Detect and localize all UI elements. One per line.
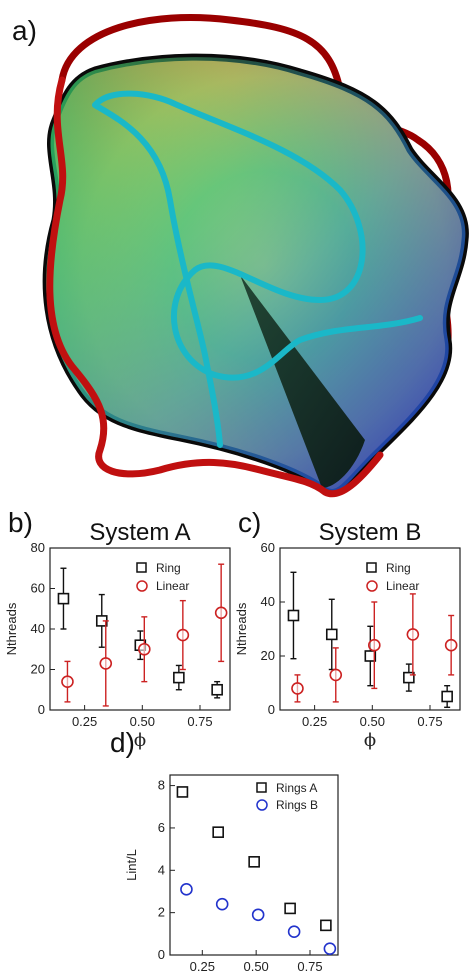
chart-c: System B 0 20 40 60 0.25 0.50 0.75 Nthreads ϕ Ring… [234,519,461,751]
legend-marker-d [256,799,268,811]
data-point-b-ring [211,683,223,696]
panel-d-label: d) [110,727,135,758]
legend-label-d: Rings A [276,781,317,795]
data-point-d-rings-a [248,856,260,868]
x-tick-label-c: 0.25 [302,714,327,729]
cyan-ring [92,90,423,448]
surface-blue-shade [46,57,466,493]
chart-title-b: System A [89,519,190,546]
data-point-b-linear [99,657,113,670]
x-axis-label-c: ϕ [364,730,376,751]
x-tick-label-b: 0.75 [187,714,212,729]
y-tick-label-b: 20 [31,662,45,677]
y-tick-label-d: 6 [158,820,165,835]
data-point-b-ring [173,671,185,684]
plot-frame-c [279,547,461,711]
y-tick-label-d: 2 [158,905,165,920]
y-axis-label-c: Nthreads [234,602,249,655]
panel-a: a) [12,14,469,498]
x-tick-label-d: 0.75 [297,959,322,972]
y-tick-label-c: 40 [261,594,275,609]
legend-label-d: Rings B [276,798,318,812]
data-point-d-rings-a [284,902,296,915]
data-point-b-ring [57,592,70,605]
data-point-c-ring [403,671,415,684]
y-tick-label-b: 40 [31,621,45,636]
legend-marker-c [366,580,378,592]
x-tick-label-d: 0.25 [190,959,215,972]
panel-a-label: a) [12,15,37,46]
legend-label-c: Linear [386,579,419,593]
data-point-c-ring [441,690,453,703]
legend-marker-b [136,562,147,573]
data-point-c-linear [406,628,420,641]
chart-b: System A 0 20 40 60 80 0.25 0.50 0.75 Nthreads ϕ Ri… [4,519,231,751]
y-tick-label-d: 4 [158,862,165,877]
y-axis-label-b: Nthreads [4,602,19,655]
data-point-c-linear [291,682,304,695]
data-point-d-rings-b [251,908,265,922]
data-point-c-linear [329,668,343,682]
data-point-d-rings-b [323,942,337,955]
data-point-c-ring [325,628,338,641]
x-tick-label-c: 0.50 [360,714,385,729]
y-tick-label-b: 60 [31,581,45,596]
data-point-d-rings-a [212,826,224,838]
red-ring-front [46,76,384,498]
y-tick-label-d: 0 [158,947,165,962]
x-axis-label-b: ϕ [134,730,146,751]
legend-label-c: Ring [386,561,411,575]
data-point-b-linear [138,642,151,656]
x-tick-label-c: 0.75 [417,714,442,729]
y-tick-label-c: 60 [261,540,275,555]
legend-label-b: Ring [156,561,181,575]
y-tick-label-d: 8 [158,778,165,793]
legend-marker-c [366,562,377,573]
data-point-d-rings-a [176,786,189,798]
chart-title-c: System B [319,519,422,546]
data-point-c-linear [444,638,458,652]
y-axis-label-d: Lint/L [124,849,139,881]
y-tick-label-b: 0 [38,702,45,717]
legend-label-b: Linear [156,579,189,593]
y-tick-label-c: 20 [261,648,275,663]
x-tick-label-b: 0.25 [72,714,97,729]
legend-marker-b [136,580,148,592]
y-tick-label-c: 0 [268,702,275,717]
data-point-d-rings-a [320,919,332,932]
data-point-b-linear [176,628,190,642]
data-point-d-rings-b [215,897,229,911]
data-point-c-ring [287,609,300,622]
data-point-b-linear [61,675,74,688]
data-point-b-linear [214,606,228,620]
data-point-c-linear [368,638,381,652]
panel-c-label: c) [238,507,261,538]
data-point-d-rings-b [287,925,301,939]
y-tick-label-b: 80 [31,540,45,555]
data-point-d-rings-b [180,883,193,896]
x-tick-label-b: 0.50 [130,714,155,729]
legend-marker-d [256,782,267,793]
panel-b-label: b) [8,507,33,538]
plot-frame-d [169,774,339,956]
x-tick-label-d: 0.50 [243,959,268,972]
cone [240,275,365,488]
data-point-c-ring [364,650,377,662]
